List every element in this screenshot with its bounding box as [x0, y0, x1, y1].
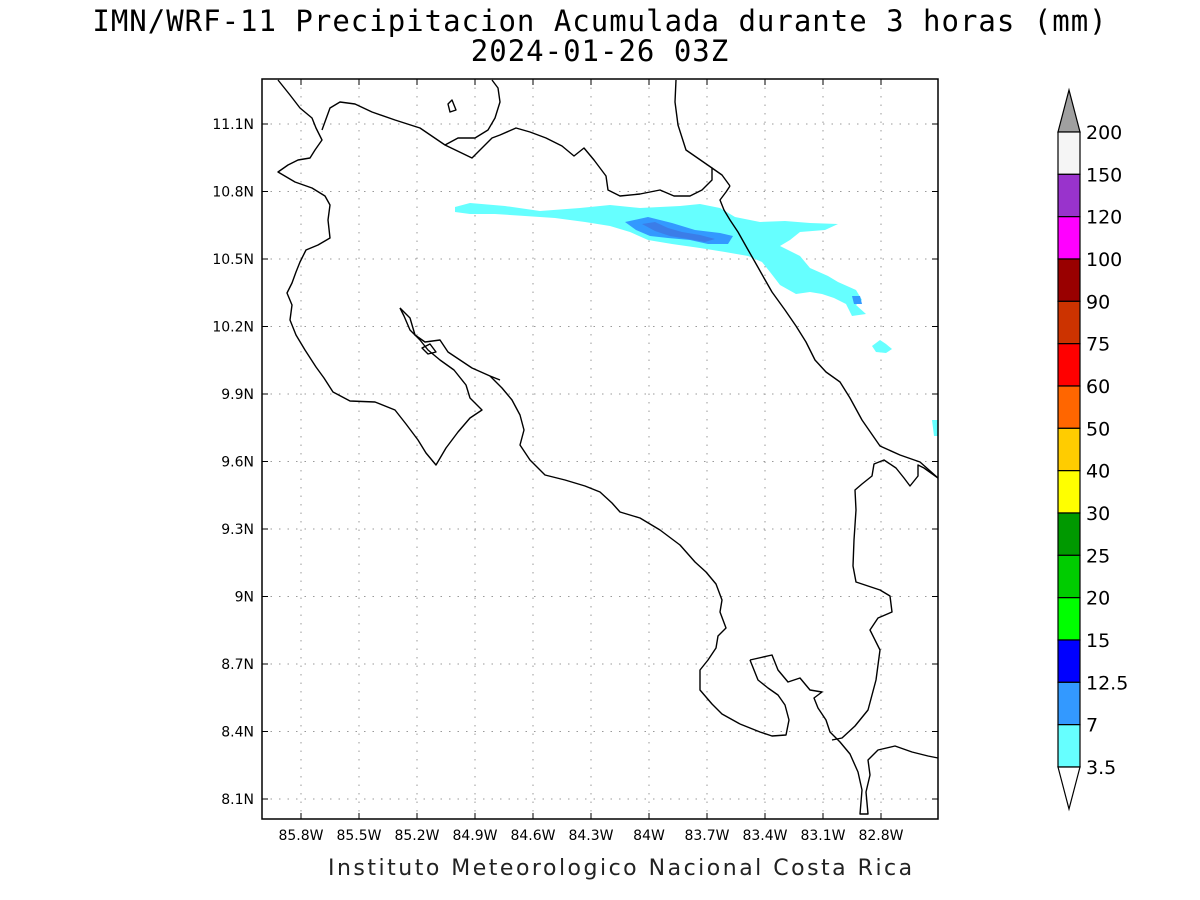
colorbar-segment: [1057, 131, 1081, 175]
colorbar-label: 120: [1086, 207, 1122, 229]
colorbar-label: 15: [1086, 630, 1110, 652]
lat-tick-label: 9.3N: [221, 522, 254, 538]
colorbar-over-arrow: [1057, 87, 1081, 133]
precip-peak: [642, 222, 715, 242]
colorbar-under-arrow: [1057, 766, 1081, 812]
lon-tick-label: 82.8W: [858, 828, 903, 844]
nicoya-island: [421, 343, 437, 355]
osa-peninsula: [749, 654, 939, 815]
precipitation-field: [455, 203, 938, 436]
colorbar-label: 40: [1086, 461, 1110, 483]
lon-tick-label: 85.8W: [278, 828, 323, 844]
lake-islet: [447, 99, 457, 113]
precip-band-light-edge: [932, 420, 938, 436]
colorbar-segment: [1057, 554, 1081, 599]
colorbar-label: 150: [1086, 164, 1122, 186]
colorbar-segment: [1057, 300, 1081, 345]
precip-band-light-small: [872, 340, 892, 353]
lon-tick-label: 84.6W: [510, 828, 555, 844]
colorbar-segment: [1057, 597, 1081, 641]
colorbar-segment: [1057, 512, 1081, 556]
map-title: IMN/WRF-11 Precipitacion Acumulada duran…: [92, 4, 1108, 38]
lat-tick-label: 9.6N: [221, 455, 254, 471]
lon-tick-label: 85.2W: [394, 828, 439, 844]
map-valid-time: 2024-01-26 03Z: [470, 34, 730, 68]
colorbar-label: 50: [1086, 418, 1110, 440]
lat-tick-label: 10.2N: [212, 320, 254, 336]
colorbar-label: 30: [1086, 503, 1110, 525]
colorbar-label: 12.5: [1086, 672, 1128, 694]
colorbar-label: 90: [1086, 291, 1110, 313]
nicaragua-lake-shore: [444, 79, 501, 146]
caribbean-coast: [719, 185, 939, 479]
colorbar-segment: [1057, 343, 1081, 387]
colorbar: 200 150 120 100 90 75 60 50 40 30 25 20 15 12.5 7 3.5: [1057, 87, 1128, 812]
colorbar-segment: [1057, 639, 1081, 683]
colorbar-label: 75: [1086, 334, 1110, 356]
precip-band-light: [455, 203, 866, 316]
gridlines: [262, 79, 938, 819]
gulf-of-nicoya-inner: [399, 307, 501, 381]
lat-tick-label: 9N: [235, 590, 254, 606]
lat-tick-label: 10.8N: [212, 185, 254, 201]
colorbar-segment: [1057, 385, 1081, 429]
colorbar-segment: [1057, 470, 1081, 514]
caribbean-north: [674, 79, 713, 169]
lat-tick-label: 8.1N: [221, 792, 254, 808]
colorbar-label: 20: [1086, 588, 1110, 610]
lon-tick-label: 85.5W: [336, 828, 381, 844]
lat-tick-label: 9.9N: [221, 387, 254, 403]
colorbar-label: 200: [1086, 122, 1122, 144]
lon-tick-label: 84W: [633, 828, 665, 844]
colorbar-label: 7: [1086, 715, 1098, 737]
colorbar-segment: [1057, 724, 1081, 768]
lon-tick-label: 84.9W: [452, 828, 497, 844]
northwest-coast: [277, 79, 483, 466]
lon-tick-label: 84.3W: [568, 828, 613, 844]
colorbar-label: 25: [1086, 545, 1110, 567]
southern-border: [831, 459, 939, 741]
colorbar-segment: [1057, 681, 1081, 726]
lon-tick-label: 83.4W: [742, 828, 787, 844]
colorbar-label: 3.5: [1086, 757, 1116, 779]
colorbar-segment: [1057, 427, 1081, 472]
lat-tick-label: 8.4N: [221, 725, 254, 741]
lat-tick-label: 10.5N: [212, 252, 254, 268]
lon-tick-label: 83.7W: [684, 828, 729, 844]
lon-tick-label: 83.1W: [800, 828, 845, 844]
map-axes: 85.8W 85.5W 85.2W 84.9W 84.6W 84.3W 84W 83.7W 83…: [212, 79, 938, 844]
coastlines: [277, 79, 939, 815]
central-pacific-coast: [489, 375, 741, 725]
colorbar-segment: [1057, 258, 1081, 302]
colorbar-segment: [1057, 173, 1081, 218]
precip-band-moderate-small: [852, 296, 862, 304]
lat-tick-label: 8.7N: [221, 657, 254, 673]
map-frame: [261, 78, 939, 820]
colorbar-segment: [1057, 216, 1081, 260]
northern-border: [321, 101, 731, 197]
footer-credit: Instituto Meteorologico Nacional Costa R…: [328, 856, 915, 881]
colorbar-label: 60: [1086, 376, 1110, 398]
golfo-dulce-coast: [739, 659, 790, 737]
lat-tick-label: 11.1N: [212, 117, 254, 133]
colorbar-label: 100: [1086, 249, 1122, 271]
